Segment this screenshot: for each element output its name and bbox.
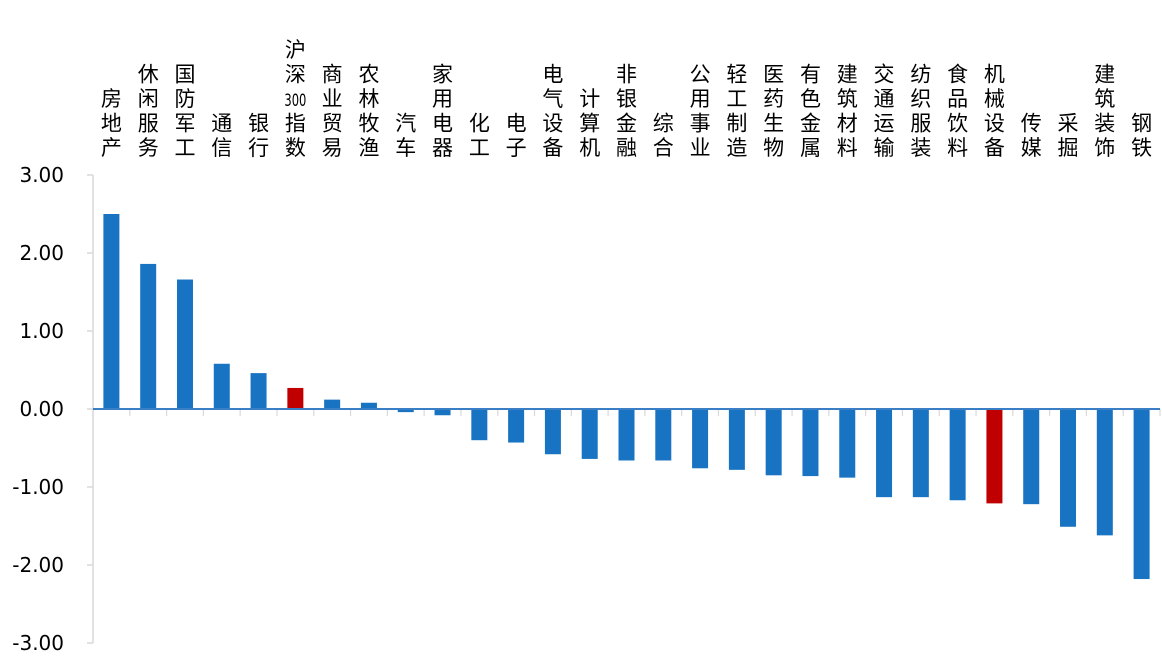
bar [250,373,267,409]
category-label: 采掘 [1058,112,1079,161]
bar [655,409,672,461]
bar [176,279,193,409]
category-label: 交通运输 [874,63,895,161]
category-label: 食品饮料 [947,63,968,161]
bar [1133,409,1150,580]
bar [692,409,709,469]
bar [728,409,745,470]
category-label: 建筑装饰 [1094,63,1115,161]
bar [287,387,304,409]
category-label: 汽车 [395,112,416,161]
bar [1060,409,1077,527]
category-label: 休闲服务 [138,63,159,161]
bar [397,409,414,413]
y-tick-label: 3.00 [19,163,64,187]
bar [140,263,157,409]
bar [581,409,598,459]
category-label: 国防军工 [174,63,195,161]
bar [1096,409,1113,536]
bar [912,409,929,498]
category-label: 机械设备 [984,63,1005,161]
bar [802,409,819,477]
bar [324,399,341,409]
bars [93,214,1160,580]
category-label: 轻工制造 [726,63,747,161]
y-tick-label: 0.00 [19,397,64,421]
category-label: 家用电器 [432,63,453,161]
category-label: 电子 [506,112,527,161]
x-axis-ticks [92,409,1161,416]
category-label: 沪深 300 指数 [284,38,306,160]
category-label: 商业贸易 [322,63,343,161]
category-label: 纺织服装 [910,63,931,161]
bar [839,409,856,478]
category-label: 电气设备 [542,63,563,161]
category-label: 建筑材料 [837,63,858,161]
category-label: 钢铁 [1131,112,1152,161]
category-label: 综合 [653,112,674,161]
bar [618,409,635,461]
category-label: 通信 [211,112,232,161]
bar [986,409,1003,504]
bar [471,409,488,441]
y-tick-label: -3.00 [12,631,64,655]
bar [103,214,120,409]
category-label: 非银金融 [616,63,637,161]
bar [876,409,893,498]
category-label: 医药生物 [763,63,784,161]
category-label: 农林牧渔 [358,63,379,161]
category-label: 银行 [248,112,269,161]
y-tick-label: -2.00 [12,553,64,577]
bar [765,409,782,476]
bar [360,402,377,409]
bar [213,363,230,409]
y-tick-label: 1.00 [19,319,64,343]
category-label: 房地产 [101,87,122,160]
y-tick-label: -1.00 [12,475,64,499]
y-tick-label: 2.00 [19,241,64,265]
category-label: 计算机 [579,87,600,160]
category-label: 有色金属 [800,63,821,161]
category-label: 化工 [469,112,490,161]
y-axis: 3.00 2.00 1.00 0.00 -1.00 -2.00 -3.00 [12,163,94,655]
bar [949,409,966,501]
bar [508,409,525,443]
category-label: 传媒 [1021,112,1042,161]
bar [1023,409,1040,505]
bar [434,409,451,416]
category-label: 公用事业 [690,63,711,161]
bar [544,409,561,455]
